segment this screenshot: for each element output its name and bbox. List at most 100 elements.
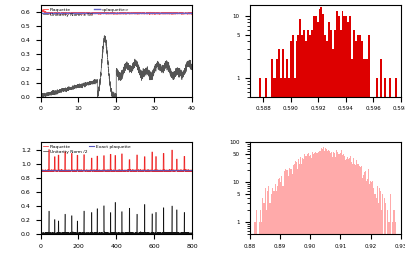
Bar (254, 222, 255, 260)
Bar (343, 16, 345, 260)
Bar (263, 97, 265, 260)
Bar (285, 170, 286, 260)
Bar (366, 181, 367, 260)
Bar (326, 150, 327, 260)
Bar (257, 97, 259, 260)
Bar (269, 203, 270, 260)
Bar (308, 153, 309, 260)
Bar (356, 160, 357, 260)
Plaquette (150, 169, 155, 172)
Bar (324, 151, 325, 260)
Bar (268, 186, 269, 260)
Unitarity Norm x 50 (148, 75, 153, 78)
Plaquette (102, 12, 107, 15)
Bar (395, 222, 396, 260)
Bar (383, 194, 384, 260)
Bar (357, 35, 359, 260)
Exact plaquette (128, 169, 132, 172)
Bar (385, 203, 386, 260)
Bar (332, 49, 334, 260)
Bar (370, 97, 372, 260)
Bar (351, 60, 353, 260)
Bar (344, 156, 345, 260)
Bar (398, 234, 399, 260)
Unitarity Norm x 50 (38, 93, 43, 96)
Bar (332, 148, 333, 260)
Bar (389, 222, 390, 260)
Bar (323, 147, 324, 260)
Bar (370, 181, 371, 260)
Bar (305, 156, 306, 260)
Bar (321, 148, 322, 260)
Bar (249, 234, 250, 260)
Bar (275, 78, 276, 260)
Unitarity Norm x 50 (38, 95, 43, 98)
Bar (394, 210, 395, 260)
Bar (322, 149, 323, 260)
Bar (305, 41, 307, 260)
Bar (280, 78, 282, 260)
Bar (380, 191, 381, 260)
Bar (380, 60, 382, 260)
Bar (348, 159, 349, 260)
Bar (288, 177, 289, 260)
Unitarity Norm /2 (158, 232, 163, 235)
Bar (328, 22, 330, 260)
Bar (391, 234, 392, 260)
Bar (281, 177, 282, 260)
Plaquette (185, 12, 190, 15)
Bar (271, 60, 273, 260)
Bar (259, 78, 261, 260)
Plaquette (177, 12, 182, 15)
Bar (338, 16, 340, 260)
Bar (354, 162, 355, 260)
Bar (265, 198, 266, 260)
Bar (361, 41, 362, 260)
Bar (367, 179, 368, 260)
Plaquette (38, 8, 43, 11)
Bar (330, 30, 332, 260)
Bar (266, 210, 267, 260)
Bar (372, 181, 373, 260)
Bar (379, 182, 380, 260)
Bar (374, 194, 375, 260)
Bar (381, 210, 382, 260)
Bar (292, 35, 294, 260)
Bar (359, 166, 360, 260)
Unitarity Norm /2 (113, 201, 117, 204)
Bar (376, 78, 378, 260)
Bar (355, 165, 356, 260)
Bar (341, 11, 343, 260)
Bar (284, 78, 286, 260)
Bar (393, 210, 394, 260)
Line: Plaquette: Plaquette (40, 150, 192, 172)
Bar (378, 203, 379, 260)
Bar (342, 155, 343, 260)
<plaquette> (38, 12, 43, 15)
Bar (263, 203, 264, 260)
Bar (267, 191, 268, 260)
Bar (393, 97, 395, 260)
Exact plaquette (38, 169, 43, 172)
Bar (269, 97, 271, 260)
Bar (382, 97, 384, 260)
Bar (375, 194, 376, 260)
Bar (309, 156, 310, 260)
Bar (311, 158, 312, 260)
Line: Unitarity Norm /2: Unitarity Norm /2 (40, 202, 192, 234)
Bar (355, 41, 357, 260)
Bar (251, 234, 252, 260)
Bar (347, 22, 349, 260)
Unitarity Norm x 50 (185, 63, 190, 66)
Bar (286, 60, 288, 260)
Bar (330, 153, 331, 260)
Bar (294, 78, 296, 260)
Bar (328, 155, 329, 260)
Bar (387, 210, 388, 260)
Bar (309, 35, 311, 260)
Bar (254, 97, 255, 260)
Bar (279, 178, 280, 260)
Bar (270, 203, 271, 260)
Bar (349, 16, 351, 260)
<plaquette> (110, 12, 115, 15)
